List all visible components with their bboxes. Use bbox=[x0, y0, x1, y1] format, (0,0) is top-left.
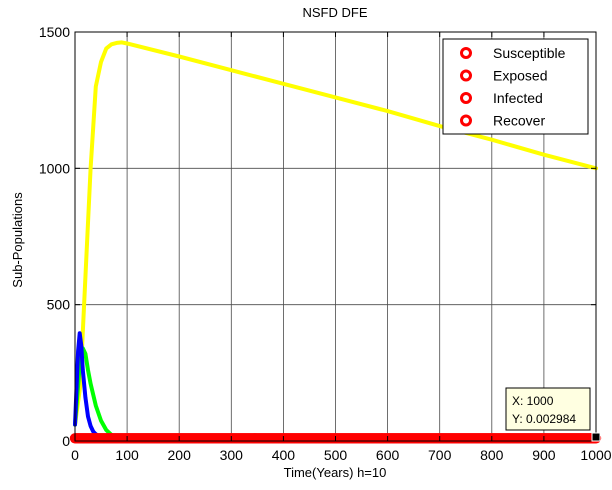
legend: Susceptible Exposed Infected Recover bbox=[442, 38, 589, 135]
y-tick-label-3: 1500 bbox=[39, 24, 70, 40]
data-tip-y-text: Y: 0.002984 bbox=[512, 412, 576, 426]
legend-label-1: Exposed bbox=[493, 68, 547, 84]
x-tick-label-10: 1000 bbox=[580, 447, 611, 463]
x-axis-label: Time(Years) h=10 bbox=[284, 465, 387, 480]
x-tick-label-8: 800 bbox=[480, 447, 504, 463]
series-markers-3 bbox=[69, 433, 602, 444]
legend-box bbox=[442, 38, 589, 135]
x-tick-label-0: 0 bbox=[71, 447, 79, 463]
y-tick-label-0: 0 bbox=[62, 433, 70, 449]
x-tick-label-2: 200 bbox=[168, 447, 192, 463]
legend-marker-2 bbox=[460, 92, 472, 104]
x-tick-label-6: 600 bbox=[376, 447, 400, 463]
chart-title: NSFD DFE bbox=[303, 5, 368, 20]
legend-label-3: Recover bbox=[493, 113, 545, 129]
x-tick-label-3: 300 bbox=[220, 447, 244, 463]
y-axis-label: Sub-Populations bbox=[10, 192, 25, 288]
legend-marker-1 bbox=[460, 69, 472, 82]
data-tip-box bbox=[505, 387, 591, 431]
legend-label-2: Infected bbox=[493, 90, 543, 106]
legend-marker-0 bbox=[460, 47, 472, 59]
x-tick-label-7: 700 bbox=[428, 447, 452, 463]
series-line-0 bbox=[73, 40, 598, 427]
x-tick-label-9: 900 bbox=[532, 447, 556, 463]
data-tip: X: 1000 Y: 0.002984 bbox=[505, 387, 601, 442]
legend-label-0: Susceptible bbox=[493, 45, 566, 61]
y-tick-label-1: 500 bbox=[47, 297, 71, 313]
plot-area: 0 100 200 300 400 500 600 700 800 900 1000 0 500 1000… bbox=[39, 24, 612, 463]
data-tip-cursor bbox=[591, 432, 601, 442]
x-tick-label-5: 500 bbox=[324, 447, 348, 463]
data-tip-x-text: X: 1000 bbox=[512, 394, 554, 408]
x-tick-label-4: 400 bbox=[272, 447, 296, 463]
x-tick-label-1: 100 bbox=[115, 447, 139, 463]
y-tick-label-2: 1000 bbox=[39, 160, 70, 176]
legend-marker-3 bbox=[460, 114, 472, 127]
